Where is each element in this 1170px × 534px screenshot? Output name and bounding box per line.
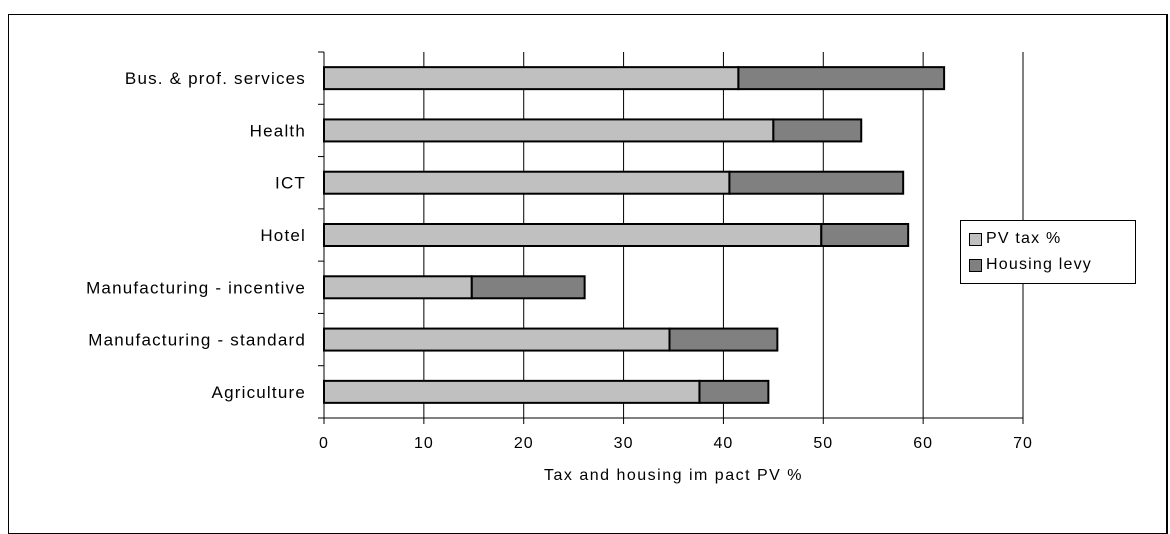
x-tick-label: 40 bbox=[714, 435, 734, 452]
x-axis-title: Tax and housing im pact PV % bbox=[544, 467, 803, 484]
legend-label-pv-tax: PV tax % bbox=[986, 230, 1062, 247]
legend-label-housing-levy: Housing levy bbox=[986, 256, 1093, 273]
bar-pv-tax bbox=[323, 379, 701, 404]
bar-pv-tax bbox=[323, 66, 740, 91]
category-label: Hotel bbox=[260, 226, 306, 245]
category-label: Manufacturing - incentive bbox=[86, 278, 306, 297]
legend-swatch-housing-levy bbox=[969, 258, 982, 272]
x-tick-label: 60 bbox=[913, 435, 933, 452]
legend-swatch-pv-tax bbox=[969, 232, 982, 246]
x-tick-label: 0 bbox=[319, 435, 329, 452]
x-tick-label: 30 bbox=[614, 435, 634, 452]
bar-pv-tax bbox=[323, 118, 775, 143]
bar-pv-tax bbox=[323, 170, 731, 195]
legend-item-housing-levy: Housing levy bbox=[969, 255, 1092, 275]
category-label: ICT bbox=[275, 174, 306, 193]
category-label: Agriculture bbox=[212, 383, 306, 402]
x-tick-label: 20 bbox=[514, 435, 534, 452]
x-tick-label: 50 bbox=[813, 435, 833, 452]
category-label: Manufacturing - standard bbox=[88, 331, 306, 350]
bar-chart: 0 10 20 30 40 50 60 70 Tax and housing im pact P… bbox=[86, 51, 1033, 484]
bar-housing-levy bbox=[668, 327, 779, 352]
bar-housing-levy bbox=[772, 118, 863, 143]
bar-housing-levy bbox=[470, 275, 586, 300]
bar-housing-levy bbox=[737, 66, 946, 91]
bar-housing-levy bbox=[698, 379, 770, 404]
x-tick-label: 70 bbox=[1013, 435, 1033, 452]
bar-pv-tax bbox=[323, 223, 823, 247]
legend-item-pv-tax: PV tax % bbox=[969, 229, 1061, 249]
bar-pv-tax bbox=[323, 275, 473, 300]
legend: PV tax % Housing levy bbox=[960, 220, 1136, 284]
category-label: Bus. & prof. services bbox=[125, 69, 306, 88]
bar-housing-levy bbox=[728, 170, 905, 195]
bar-pv-tax bbox=[323, 327, 671, 352]
category-label: Health bbox=[250, 121, 306, 140]
bar-housing-levy bbox=[820, 223, 910, 247]
x-tick-label: 10 bbox=[414, 435, 434, 452]
